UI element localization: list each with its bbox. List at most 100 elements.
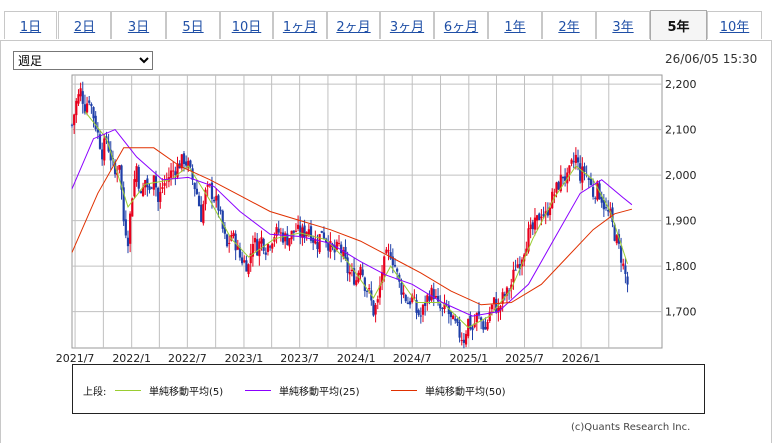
candle-body (137, 167, 140, 189)
candle-body (296, 224, 300, 229)
candle-body (406, 302, 410, 305)
candle-body (266, 244, 270, 252)
candle-body (604, 207, 608, 209)
candle-body (372, 300, 375, 316)
candle-body (365, 290, 369, 292)
candle-body (154, 176, 158, 188)
x-tick-label: 2021/7 (56, 352, 95, 365)
candle-body (432, 289, 435, 299)
candle-body (157, 187, 160, 202)
candle-body (193, 182, 196, 190)
candle-body (626, 276, 629, 285)
candle-body (322, 232, 326, 239)
candle-body (163, 183, 166, 186)
x-tick-label: 2024/7 (393, 352, 432, 365)
candle-body (286, 233, 289, 245)
candle-body (564, 176, 567, 181)
candle-body (307, 229, 310, 235)
candle-body (424, 302, 427, 306)
candle-body (174, 171, 177, 176)
tab-8[interactable]: 3ヶ月 (380, 11, 434, 39)
tab-1[interactable]: 1日 (4, 11, 57, 39)
candle-body (324, 238, 328, 243)
candle-body (400, 282, 403, 295)
candle-body (85, 103, 89, 113)
candle-body (462, 339, 465, 343)
candle-body (238, 247, 242, 258)
candle-body (544, 211, 547, 215)
candle-body (490, 304, 493, 310)
candle-body (182, 153, 186, 165)
candle-body (475, 312, 478, 323)
candle-body (434, 296, 438, 298)
candle-body (581, 166, 584, 183)
candle-body (284, 233, 287, 242)
candle-body (159, 191, 162, 202)
legend-swatch (245, 390, 271, 391)
candle-body (383, 256, 386, 276)
candle-body (292, 230, 295, 233)
x-tick-label: 2025/1 (449, 352, 488, 365)
interval-select[interactable]: 週足 (13, 51, 153, 70)
candle-body (225, 234, 229, 247)
tab-13[interactable]: 5年 (650, 10, 707, 40)
legend-box: 上段: 単純移動平均(5) 単純移動平均(25) 単純移動平均(50) (72, 364, 705, 414)
candle-body (129, 213, 132, 244)
candle-body (555, 182, 558, 193)
tab-5[interactable]: 10日 (220, 11, 273, 39)
candle-body (531, 222, 534, 230)
candle-body (503, 293, 506, 297)
candle-body (77, 94, 80, 104)
tab-6[interactable]: 1ヶ月 (273, 11, 327, 39)
candle-body (204, 189, 207, 205)
candle-body (88, 100, 91, 103)
candle-body (200, 204, 203, 222)
candle-body (368, 288, 371, 290)
candle-body (258, 241, 261, 257)
candle-body (408, 301, 412, 305)
candle-body (94, 115, 97, 130)
tab-11[interactable]: 2年 (542, 11, 596, 39)
tab-3[interactable]: 3日 (111, 11, 166, 39)
candle-body (161, 187, 164, 189)
tab-7[interactable]: 2ヶ月 (327, 11, 380, 39)
plot-area (71, 74, 663, 349)
candle-body (359, 266, 362, 275)
candle-body (536, 215, 539, 221)
candle-body (234, 233, 237, 251)
candle-body (514, 269, 517, 271)
candle-body (387, 250, 390, 252)
candle-body (169, 170, 173, 178)
candle-body (518, 263, 521, 270)
tab-4[interactable]: 5日 (166, 11, 220, 39)
tab-14[interactable]: 10年 (707, 11, 762, 39)
candle-body (241, 257, 244, 264)
legend-lead: 上段: (83, 387, 107, 398)
tab-9[interactable]: 6ヶ月 (434, 11, 488, 39)
tab-2[interactable]: 2日 (58, 11, 111, 39)
candle-body (340, 244, 343, 254)
candle-body (568, 165, 571, 173)
candle-body (245, 260, 248, 272)
y-tick-label: 2,200 (665, 78, 697, 91)
candle-body (318, 234, 321, 253)
x-tick-label: 2025/7 (505, 352, 544, 365)
candle-body (81, 91, 84, 104)
x-tick-label: 2023/7 (280, 352, 319, 365)
candle-body (230, 235, 233, 241)
tab-10[interactable]: 1年 (488, 11, 542, 39)
candle-body (253, 237, 257, 243)
candle-body (570, 159, 573, 164)
candle-body (232, 232, 235, 237)
candle-body (180, 154, 183, 169)
candle-body (309, 226, 313, 241)
candle-body (120, 165, 123, 190)
candle-body (557, 181, 560, 190)
candle-body (512, 269, 515, 283)
candle-body (124, 219, 127, 236)
tab-12[interactable]: 3年 (596, 11, 650, 39)
candle-body (299, 225, 302, 238)
y-tick-label: 2,100 (665, 124, 697, 137)
candle-body (135, 166, 138, 182)
candle-body (75, 100, 78, 116)
